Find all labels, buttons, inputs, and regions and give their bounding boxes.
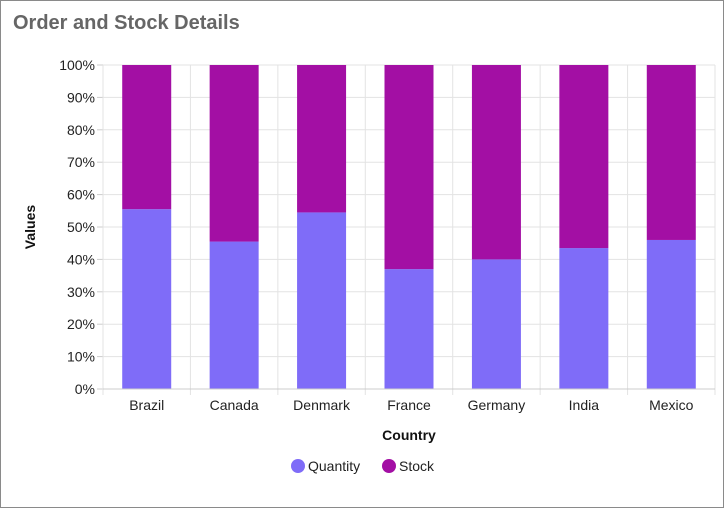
x-axis-ticks: Brazil Canada Denmark France Germany India Mex… bbox=[129, 397, 693, 413]
x-tick-label: France bbox=[387, 397, 431, 413]
bar-stock-denmark[interactable] bbox=[297, 65, 347, 213]
legend: Quantity Stock bbox=[291, 458, 435, 474]
y-tick-label: 70% bbox=[67, 154, 95, 170]
bar-quantity-india[interactable] bbox=[559, 248, 609, 389]
y-tick-label: 0% bbox=[75, 381, 95, 397]
y-tick-label: 30% bbox=[67, 284, 95, 300]
y-tick-label: 90% bbox=[67, 89, 95, 105]
y-tick-label: 10% bbox=[67, 349, 95, 365]
legend-label-quantity[interactable]: Quantity bbox=[308, 458, 360, 474]
bar-quantity-germany[interactable] bbox=[471, 259, 521, 389]
x-tick-label: Denmark bbox=[293, 397, 351, 413]
y-tick-label: 100% bbox=[59, 57, 95, 73]
y-tick-label: 60% bbox=[67, 187, 95, 203]
x-tick-label: Germany bbox=[468, 397, 526, 413]
bar-quantity-denmark[interactable] bbox=[297, 212, 347, 389]
y-tick-label: 40% bbox=[67, 251, 95, 267]
bar-stock-france[interactable] bbox=[384, 65, 434, 270]
bars bbox=[122, 65, 696, 389]
bar-stock-germany[interactable] bbox=[471, 65, 521, 260]
y-tick-label: 80% bbox=[67, 122, 95, 138]
y-tick-label: 20% bbox=[67, 316, 95, 332]
bar-quantity-france[interactable] bbox=[384, 269, 434, 389]
bar-stock-brazil[interactable] bbox=[122, 65, 172, 210]
bar-stock-mexico[interactable] bbox=[646, 65, 696, 240]
x-axis-title: Country bbox=[382, 427, 436, 443]
bar-quantity-mexico[interactable] bbox=[646, 239, 696, 389]
x-tick-label: Canada bbox=[210, 397, 259, 413]
x-tick-label: India bbox=[569, 397, 600, 413]
y-tick-label: 50% bbox=[67, 219, 95, 235]
y-axis-ticks: 0% 10% 20% 30% 40% 50% 60% 70% 80% 90% 100% bbox=[59, 57, 95, 397]
x-tick-label: Mexico bbox=[649, 397, 694, 413]
bar-quantity-canada[interactable] bbox=[209, 241, 259, 389]
chart-title: Order and Stock Details bbox=[13, 12, 240, 34]
bar-stock-india[interactable] bbox=[559, 65, 609, 249]
legend-label-stock[interactable]: Stock bbox=[399, 458, 435, 474]
legend-marker-stock[interactable] bbox=[382, 459, 396, 473]
legend-marker-quantity[interactable] bbox=[291, 459, 305, 473]
x-tick-label: Brazil bbox=[129, 397, 164, 413]
y-axis-title: Values bbox=[22, 205, 38, 250]
bar-stock-canada[interactable] bbox=[209, 65, 259, 242]
bar-quantity-brazil[interactable] bbox=[122, 209, 172, 389]
